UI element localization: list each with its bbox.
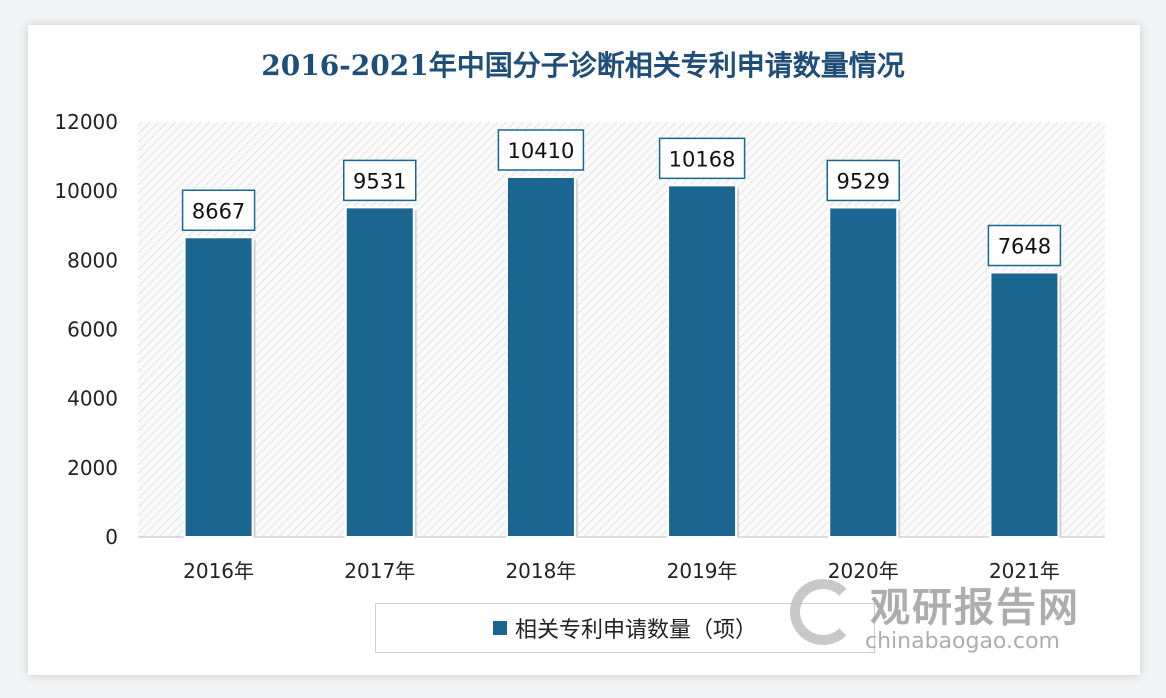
data-label: 9531 [353,169,406,193]
watermark-logo-icon [790,579,856,645]
x-tick-label: 2019年 [667,559,738,583]
x-tick-label: 2017年 [344,559,415,583]
data-label-box [181,189,256,232]
data-label-box [343,159,417,202]
data-label: 8667 [192,199,245,223]
bar [989,271,1060,538]
y-tick-label: 6000 [67,318,118,342]
bar [344,206,415,538]
bar [667,184,738,539]
x-tick-label: 2021年 [989,559,1060,583]
y-tick-label: 2000 [67,456,118,480]
watermark-cn: 观研报告网 [870,585,1080,631]
y-tick-label: 0 [105,525,118,549]
data-label-box [987,224,1062,267]
x-tick-label: 2018年 [505,559,576,583]
chart-title: 2016-2021年中国分子诊断相关专利申请数量情况 [261,49,905,82]
data-label: 10410 [508,139,575,163]
y-tick-label: 8000 [67,248,118,272]
legend-swatch [492,621,507,635]
data-label: 7648 [998,235,1051,259]
data-label-box [826,159,900,202]
y-tick-label: 10000 [54,179,118,203]
y-tick-label: 4000 [67,387,118,411]
bar [183,236,254,539]
y-tick-label: 12000 [54,110,118,134]
data-label-box [658,137,746,180]
data-label-box [497,129,585,171]
data-label: 10168 [669,147,736,171]
legend-label: 相关专利申请数量（项） [514,618,757,643]
watermark: 观研报告网 chinabaogao.com [790,575,1080,654]
bar [828,206,899,538]
x-tick-label: 2020年 [828,559,899,583]
bar [505,175,576,539]
x-tick-label: 2016年 [183,559,254,583]
plot-area [138,122,1105,537]
watermark-en: chinabaogao.com [865,629,1060,654]
legend: 相关专利申请数量（项） [375,603,875,653]
data-label: 9529 [837,169,890,193]
